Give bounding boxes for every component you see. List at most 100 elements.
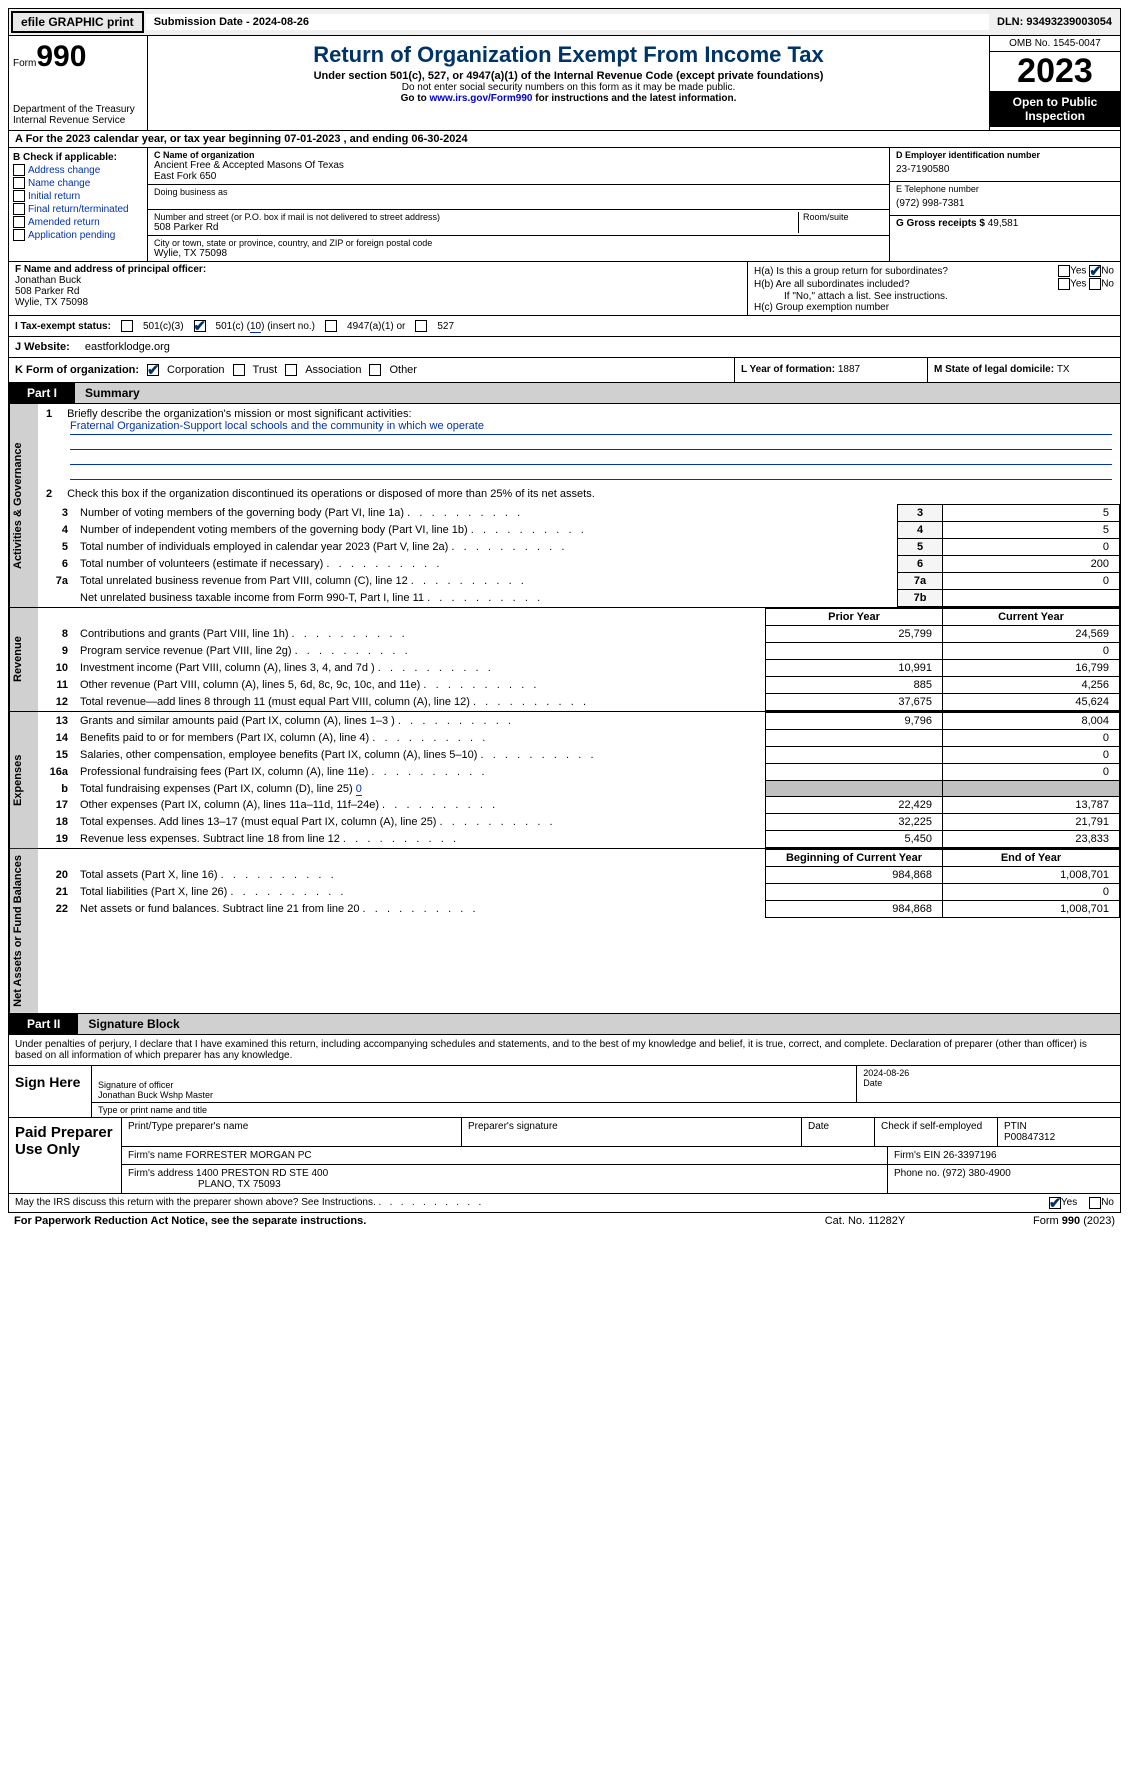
signature-declaration: Under penalties of perjury, I declare th… [8, 1035, 1121, 1066]
net-assets-section: Net Assets or Fund Balances Beginning of… [8, 849, 1121, 1014]
part1-header: Part I Summary [8, 383, 1121, 404]
table-row: 4Number of independent voting members of… [38, 522, 1120, 539]
city-value: Wylie, TX 75098 [154, 248, 883, 259]
side-expenses: Expenses [9, 712, 38, 848]
street-label: Number and street (or P.O. box if mail i… [154, 212, 798, 222]
chk-hb-yes[interactable] [1058, 278, 1070, 290]
part2-header: Part II Signature Block [8, 1014, 1121, 1035]
paid-preparer-row: Paid Preparer Use Only Print/Type prepar… [8, 1118, 1121, 1194]
ssn-note: Do not enter social security numbers on … [152, 82, 985, 93]
table-row: 5Total number of individuals employed in… [38, 539, 1120, 556]
submission-date: Submission Date - 2024-08-26 [146, 14, 989, 30]
dept-treasury: Department of the Treasury Internal Reve… [13, 104, 143, 126]
table-row: 7aTotal unrelated business revenue from … [38, 573, 1120, 590]
tax-year-row: A For the 2023 calendar year, or tax yea… [8, 131, 1121, 148]
table-row: 8Contributions and grants (Part VIII, li… [38, 626, 1120, 643]
table-row: 10Investment income (Part VIII, column (… [38, 660, 1120, 677]
officer-name: Jonathan Buck [15, 275, 741, 286]
officer-label: F Name and address of principal officer: [15, 264, 741, 275]
chk-address[interactable] [13, 164, 25, 176]
org-name2: East Fork 650 [154, 171, 883, 182]
chk-discuss-no[interactable] [1089, 1197, 1101, 1209]
ein-label: D Employer identification number [896, 150, 1114, 160]
chk-corp[interactable] [147, 364, 159, 376]
org-info-section: B Check if applicable: Address change Na… [8, 148, 1121, 262]
table-row: 17Other expenses (Part IX, column (A), l… [38, 797, 1120, 814]
phone-label: E Telephone number [896, 184, 1114, 194]
table-row: Net unrelated business taxable income fr… [38, 590, 1120, 607]
chk-hb-no[interactable] [1089, 278, 1101, 290]
table-row: 19Revenue less expenses. Subtract line 1… [38, 831, 1120, 848]
chk-ha-no[interactable] [1089, 265, 1101, 277]
governance-table: 3Number of voting members of the governi… [38, 504, 1120, 607]
table-row: 13Grants and similar amounts paid (Part … [38, 713, 1120, 730]
table-row: 9Program service revenue (Part VIII, lin… [38, 643, 1120, 660]
chk-amended[interactable] [13, 216, 25, 228]
sign-date: 2024-08-26 [863, 1068, 1114, 1078]
chk-other[interactable] [369, 364, 381, 376]
table-row: 18Total expenses. Add lines 13–17 (must … [38, 814, 1120, 831]
chk-name[interactable] [13, 177, 25, 189]
table-row: 6Total number of volunteers (estimate if… [38, 556, 1120, 573]
chk-4947[interactable] [325, 320, 337, 332]
state-domicile: M State of legal domicile: TX [927, 358, 1120, 382]
table-row: 16aProfessional fundraising fees (Part I… [38, 764, 1120, 781]
table-row: 3Number of voting members of the governi… [38, 505, 1120, 522]
side-revenue: Revenue [9, 608, 38, 711]
box-b-title: B Check if applicable: [13, 152, 143, 163]
net-assets-table: Beginning of Current Year End of Year 20… [38, 849, 1120, 918]
table-row: 12Total revenue—add lines 8 through 11 (… [38, 694, 1120, 711]
page-footer: For Paperwork Reduction Act Notice, see … [8, 1213, 1121, 1229]
chk-final[interactable] [13, 203, 25, 215]
mission-label: Briefly describe the organization's miss… [67, 408, 411, 420]
org-name-label: C Name of organization [154, 150, 883, 160]
officer-street: 508 Parker Rd [15, 286, 741, 297]
ein-value: 23-7190580 [896, 160, 1114, 179]
efile-button[interactable]: efile GRAPHIC print [11, 11, 144, 33]
firm-name: FORRESTER MORGAN PC [185, 1150, 311, 1161]
dln-value: DLN: 93493239003054 [989, 14, 1120, 30]
chk-ha-yes[interactable] [1058, 265, 1070, 277]
governance-section: Activities & Governance 1 Briefly descri… [8, 404, 1121, 608]
website-value: eastforklodge.org [85, 341, 170, 353]
firm-phone: (972) 380-4900 [942, 1168, 1010, 1179]
chk-trust[interactable] [233, 364, 245, 376]
table-row: 22Net assets or fund balances. Subtract … [38, 901, 1120, 918]
form-org-row: K Form of organization: Corporation Trus… [8, 358, 1121, 383]
room-label: Room/suite [803, 212, 883, 222]
chk-527[interactable] [415, 320, 427, 332]
hb-label: H(b) Are all subordinates included? [754, 279, 910, 290]
sign-here-row: Sign Here Signature of officer Jonathan … [8, 1066, 1121, 1118]
tax-year: 2023 [990, 52, 1120, 91]
expenses-section: Expenses 13Grants and similar amounts pa… [8, 712, 1121, 849]
dba-label: Doing business as [154, 187, 883, 197]
chk-discuss-yes[interactable] [1049, 1197, 1061, 1209]
phone-value: (972) 998-7381 [896, 194, 1114, 213]
form-number: Form990 [13, 40, 143, 74]
chk-501c[interactable] [194, 320, 206, 332]
chk-501c3[interactable] [121, 320, 133, 332]
website-row: J Website: eastforklodge.org [8, 337, 1121, 358]
public-inspection: Open to Public Inspection [990, 91, 1120, 127]
tax-status-row: I Tax-exempt status: 501(c)(3) 501(c) (1… [8, 316, 1121, 337]
revenue-table: Prior Year Current Year 8Contributions a… [38, 608, 1120, 711]
table-row: 15Salaries, other compensation, employee… [38, 747, 1120, 764]
chk-initial[interactable] [13, 190, 25, 202]
city-label: City or town, state or province, country… [154, 238, 883, 248]
chk-pending[interactable] [13, 229, 25, 241]
form-subtitle: Under section 501(c), 527, or 4947(a)(1)… [152, 70, 985, 82]
street-value: 508 Parker Rd [154, 222, 798, 233]
goto-note: Go to www.irs.gov/Form990 for instructio… [152, 93, 985, 104]
table-row: 20Total assets (Part X, line 16)984,8681… [38, 867, 1120, 884]
firm-addr1: 1400 PRESTON RD STE 400 [196, 1168, 328, 1179]
expenses-table: 13Grants and similar amounts paid (Part … [38, 712, 1120, 848]
table-row: 21Total liabilities (Part X, line 26)0 [38, 884, 1120, 901]
hb-note: If "No," attach a list. See instructions… [754, 291, 1114, 302]
top-bar: efile GRAPHIC print Submission Date - 20… [8, 8, 1121, 36]
ptin-value: P00847312 [1004, 1132, 1114, 1143]
revenue-section: Revenue Prior Year Current Year 8Contrib… [8, 608, 1121, 712]
firm-ein: 26-3397196 [943, 1150, 996, 1161]
discuss-row: May the IRS discuss this return with the… [8, 1194, 1121, 1213]
chk-assoc[interactable] [285, 364, 297, 376]
irs-link[interactable]: www.irs.gov/Form990 [429, 93, 532, 104]
